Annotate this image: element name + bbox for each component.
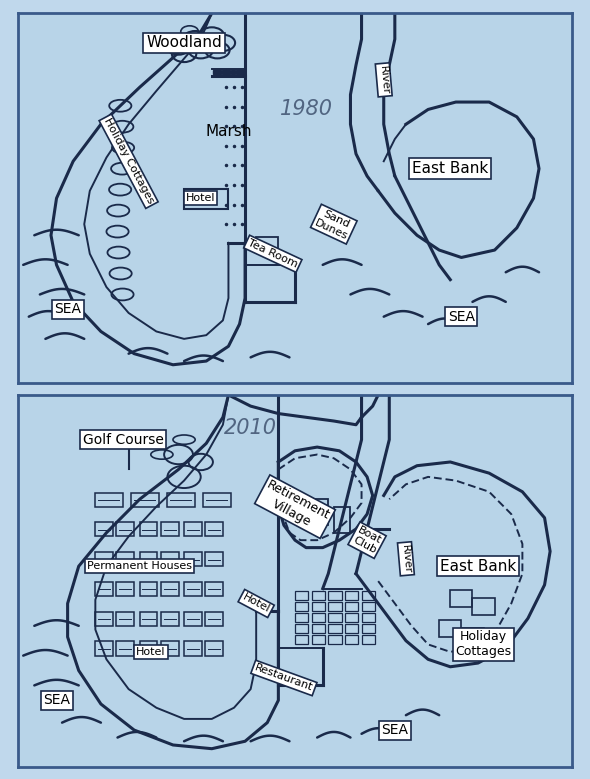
Text: Hotel: Hotel	[241, 592, 271, 615]
Text: Woodland: Woodland	[146, 35, 222, 51]
Text: Boat
Club: Boat Club	[350, 524, 384, 555]
Text: River: River	[378, 65, 390, 95]
Text: Permanent Houses: Permanent Houses	[87, 561, 192, 571]
Text: SEA: SEA	[381, 723, 408, 737]
Text: Tea Room: Tea Room	[247, 238, 299, 270]
Text: 2010: 2010	[224, 418, 277, 439]
Text: East Bank: East Bank	[440, 559, 516, 574]
Text: Golf Course: Golf Course	[83, 432, 163, 446]
Text: Retirement
Village: Retirement Village	[258, 478, 332, 535]
Text: Hotel: Hotel	[186, 193, 215, 203]
Text: East Bank: East Bank	[412, 161, 489, 176]
Text: River: River	[399, 544, 412, 573]
Text: 1980: 1980	[280, 100, 333, 119]
Text: SEA: SEA	[448, 310, 475, 323]
Text: SEA: SEA	[43, 693, 70, 707]
Text: Marsh: Marsh	[205, 124, 252, 139]
Text: Holiday
Cottages: Holiday Cottages	[455, 630, 512, 658]
Text: SEA: SEA	[54, 302, 81, 316]
Text: Restaurant: Restaurant	[254, 663, 314, 693]
Text: Hotel: Hotel	[136, 647, 166, 657]
Text: Sand
Dunes: Sand Dunes	[313, 207, 355, 241]
Text: Holiday Cottages: Holiday Cottages	[102, 117, 155, 206]
